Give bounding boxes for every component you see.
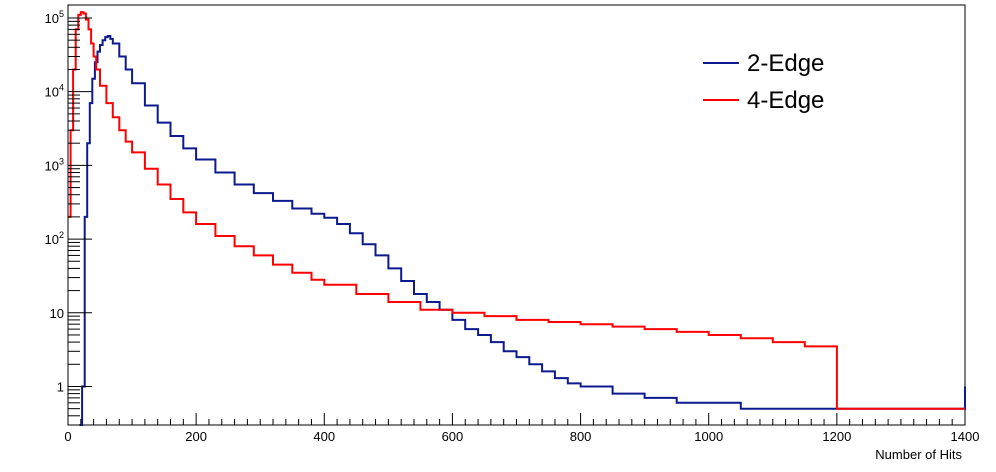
y-tick-label: 104 bbox=[45, 83, 64, 100]
series-line-4-edge bbox=[68, 11, 965, 410]
legend-label-2-edge: 2-Edge bbox=[747, 50, 824, 77]
series-line-2-edge bbox=[79, 35, 966, 426]
y-tick-label: 1 bbox=[57, 379, 64, 394]
y-axis: 1 10 102 103 104 105 bbox=[45, 9, 92, 426]
x-tick-label: 1000 bbox=[694, 429, 723, 444]
x-tick-label: 0 bbox=[64, 429, 71, 444]
x-tick-label: 1200 bbox=[822, 429, 851, 444]
x-tick-label: 1400 bbox=[951, 429, 980, 444]
x-tick-label: 200 bbox=[185, 429, 207, 444]
x-tick-label: 600 bbox=[442, 429, 464, 444]
y-tick-label: 102 bbox=[45, 230, 64, 247]
x-tick-label: 800 bbox=[570, 429, 592, 444]
x-tick-label: 400 bbox=[313, 429, 335, 444]
x-axis: 0 200 400 600 800 1000 1200 1400 bbox=[64, 413, 979, 444]
series-layer bbox=[68, 11, 966, 426]
y-tick-label: 105 bbox=[45, 9, 64, 26]
y-tick-label: 10 bbox=[50, 306, 64, 321]
y-tick-label: 103 bbox=[45, 156, 64, 173]
x-axis-title: Number of Hits bbox=[875, 447, 962, 462]
plot-frame bbox=[67, 4, 966, 426]
legend-label-4-edge: 4-Edge bbox=[747, 87, 824, 114]
legend: 2-Edge 4-Edge bbox=[703, 50, 824, 114]
